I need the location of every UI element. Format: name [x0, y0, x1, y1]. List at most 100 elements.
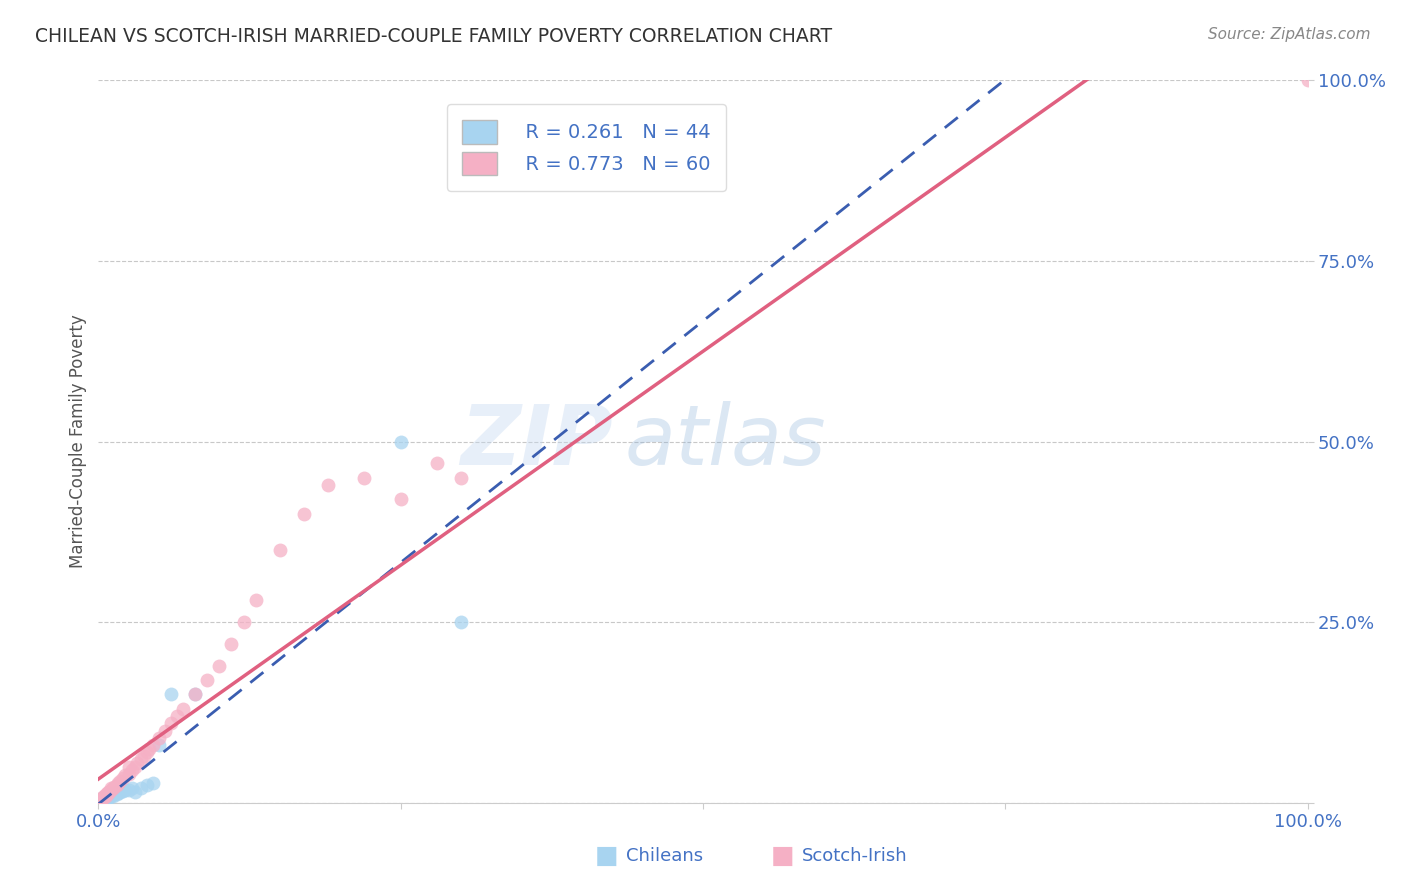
Point [97, 785, 120, 799]
Point [91, 791, 114, 805]
Point [118, 760, 141, 774]
Point [94, 791, 117, 805]
Point [103, 786, 125, 800]
Point [90, 792, 112, 806]
Point [160, 687, 183, 701]
Point [96, 790, 118, 805]
Point [108, 774, 131, 789]
Point [93, 792, 115, 806]
Point [89, 794, 111, 808]
Text: ■: ■ [595, 845, 619, 868]
Point [129, 752, 152, 766]
Point [124, 785, 146, 799]
Text: Chileans: Chileans [626, 847, 703, 865]
Point [138, 741, 160, 756]
Point [97, 789, 120, 804]
Point [91, 790, 114, 805]
Point [316, 478, 339, 492]
Point [426, 456, 449, 470]
Point [148, 731, 170, 745]
Point [118, 782, 141, 797]
Point [87, 796, 110, 810]
Point [89, 794, 111, 808]
Point [107, 775, 129, 789]
Point [124, 760, 146, 774]
Point [87, 794, 110, 808]
Point [97, 786, 120, 800]
Point [87, 794, 110, 808]
Point [103, 780, 125, 794]
Point [135, 778, 157, 792]
Point [89, 795, 111, 809]
Text: Scotch-Irish: Scotch-Irish [801, 847, 907, 865]
Point [91, 792, 114, 806]
Point [111, 784, 134, 798]
Point [96, 787, 118, 801]
Point [98, 785, 121, 799]
Point [87, 796, 110, 810]
Point [184, 687, 207, 701]
Point [450, 470, 472, 484]
Point [221, 637, 243, 651]
Point [100, 782, 122, 797]
Point [160, 716, 183, 731]
Point [111, 771, 134, 785]
Point [91, 794, 114, 808]
Point [87, 796, 110, 810]
Point [114, 782, 136, 797]
Point [93, 789, 115, 803]
Point [90, 793, 112, 807]
Point [208, 658, 231, 673]
Point [93, 790, 115, 805]
Point [87, 796, 110, 810]
Point [89, 794, 111, 808]
Point [90, 792, 112, 806]
Point [105, 787, 128, 801]
Point [121, 781, 143, 796]
Point [105, 778, 128, 792]
Point [87, 795, 110, 809]
Point [142, 775, 165, 789]
Text: Source: ZipAtlas.com: Source: ZipAtlas.com [1208, 27, 1371, 42]
Point [90, 793, 112, 807]
Point [87, 794, 110, 808]
Point [232, 615, 254, 630]
Legend:   R = 0.261   N = 44,   R = 0.773   N = 60: R = 0.261 N = 44, R = 0.773 N = 60 [447, 104, 725, 191]
Point [108, 785, 131, 799]
Point [107, 786, 129, 800]
Point [100, 787, 122, 801]
Point [87, 796, 110, 810]
Point [148, 738, 170, 752]
Point [172, 702, 194, 716]
Point [389, 492, 412, 507]
Point [121, 764, 143, 778]
Point [389, 434, 412, 449]
Point [101, 789, 124, 803]
Point [134, 748, 156, 763]
Point [292, 507, 315, 521]
Point [245, 593, 267, 607]
Point [94, 787, 117, 801]
Point [93, 790, 115, 805]
Text: CHILEAN VS SCOTCH-IRISH MARRIED-COUPLE FAMILY POVERTY CORRELATION CHART: CHILEAN VS SCOTCH-IRISH MARRIED-COUPLE F… [35, 27, 832, 45]
Point [153, 723, 176, 738]
Point [135, 745, 157, 759]
Text: ■: ■ [770, 845, 794, 868]
Point [87, 795, 110, 809]
Point [97, 791, 120, 805]
Y-axis label: Married-Couple Family Poverty: Married-Couple Family Poverty [69, 315, 87, 568]
Point [118, 767, 141, 781]
Point [101, 781, 124, 796]
Text: ZIP: ZIP [460, 401, 613, 482]
Point [94, 789, 117, 803]
Point [184, 687, 207, 701]
Point [91, 793, 114, 807]
Point [100, 789, 122, 803]
Point [114, 768, 136, 782]
Point [353, 470, 375, 484]
Text: atlas: atlas [624, 401, 827, 482]
Point [166, 709, 188, 723]
Point [195, 673, 218, 687]
Point [269, 542, 291, 557]
Point [91, 790, 114, 805]
